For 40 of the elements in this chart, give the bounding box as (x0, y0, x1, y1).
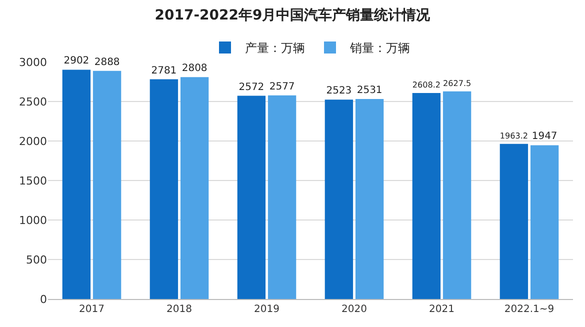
legend-label: 产量：万辆 (245, 41, 305, 56)
bar (530, 145, 559, 299)
data-label: 2888 (94, 56, 120, 68)
data-label: 2781 (151, 65, 177, 76)
data-label: 2577 (269, 81, 295, 92)
y-tick-label: 2000 (19, 134, 47, 148)
data-label: 2523 (326, 86, 352, 97)
data-label: 2572 (238, 82, 264, 93)
bar (324, 100, 354, 299)
data-label: 1963.2 (500, 131, 528, 140)
bar (62, 70, 91, 299)
bar (92, 70, 122, 299)
y-tick-label: 3000 (19, 56, 47, 69)
x-tick-label: 2018 (166, 304, 192, 315)
data-label: 2531 (356, 85, 382, 96)
bar (150, 79, 178, 299)
y-tick-label: 500 (26, 253, 47, 266)
bar (180, 77, 209, 299)
y-tick-label: 0 (40, 292, 47, 306)
y-tick-label: 2500 (19, 95, 47, 108)
x-tick-label: 2021 (429, 304, 454, 315)
bar (355, 99, 384, 299)
bar (412, 92, 441, 299)
bar (500, 144, 528, 299)
bar (442, 91, 472, 299)
data-label: 2608.2 (412, 80, 441, 90)
y-tick-label: 1000 (19, 214, 47, 227)
x-tick-label: 2022.1~9 (504, 304, 554, 315)
data-label: 2902 (64, 56, 90, 67)
data-label: 1947 (532, 131, 558, 142)
y-tick-label: 1500 (19, 174, 47, 188)
data-label: 2808 (182, 63, 208, 74)
x-tick-label: 2017 (79, 304, 104, 315)
bar (237, 96, 266, 299)
bar (268, 95, 296, 299)
x-tick-label: 2019 (254, 304, 280, 315)
legend-label: 销量：万辆 (349, 41, 410, 56)
chart-title: 2017-2022年9月中国汽车产销量统计情况 (154, 6, 432, 24)
data-label: 2627.5 (443, 79, 472, 88)
x-tick-label: 2020 (342, 304, 367, 315)
